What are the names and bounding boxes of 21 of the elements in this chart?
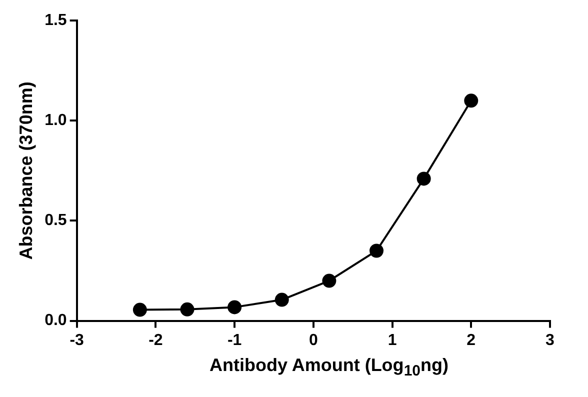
x-tick-label: 0 [308,332,318,349]
point [228,300,242,314]
x-axis-title: Antibody Amount (Log$_{10}$ng) [208,355,450,380]
x-tick-label: 1 [388,332,397,349]
point [370,244,384,258]
y-axis-title: Absorbance (370nm) [16,82,36,260]
point [464,94,478,108]
point [132,302,147,317]
y-tick-label: 0.0 [44,312,67,330]
point [180,302,194,316]
y-tick-label: 1.0 [44,112,67,130]
x-tick-label: -2 [148,332,163,349]
x-tick-label: -3 [70,332,84,349]
y-tick-label: 0.5 [44,212,67,230]
y-tick-label: 1.5 [44,12,67,30]
x-tick-label: -1 [227,332,242,349]
point [274,292,289,307]
x-tick-label: 3 [546,332,555,349]
point [416,172,431,186]
x-tick-label: 2 [466,332,476,349]
point [322,274,336,288]
